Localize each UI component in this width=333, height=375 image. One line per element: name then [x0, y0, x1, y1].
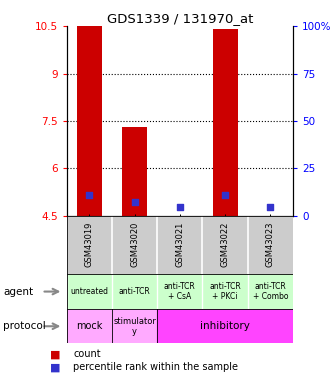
- Bar: [213, 29, 237, 216]
- Text: mock: mock: [76, 321, 103, 331]
- Text: anti-TCR
+ PKCi: anti-TCR + PKCi: [209, 282, 241, 301]
- Text: GSM43023: GSM43023: [266, 222, 275, 267]
- Text: protocol: protocol: [3, 321, 46, 331]
- Text: GSM43020: GSM43020: [130, 222, 139, 267]
- Point: [222, 192, 228, 198]
- Bar: [202, 274, 248, 309]
- Text: count: count: [73, 350, 101, 359]
- Text: ■: ■: [50, 350, 61, 359]
- Text: inhibitory: inhibitory: [200, 321, 250, 331]
- Text: agent: agent: [3, 286, 33, 297]
- Title: GDS1339 / 131970_at: GDS1339 / 131970_at: [107, 12, 253, 25]
- Bar: [248, 216, 293, 274]
- Text: GSM43022: GSM43022: [220, 222, 230, 267]
- Bar: [157, 274, 202, 309]
- Text: stimulator
y: stimulator y: [113, 316, 156, 336]
- Point: [268, 204, 273, 210]
- Text: percentile rank within the sample: percentile rank within the sample: [73, 363, 238, 372]
- Text: untreated: untreated: [70, 287, 108, 296]
- Point: [132, 199, 137, 205]
- Bar: [112, 309, 157, 343]
- Text: GSM43021: GSM43021: [175, 222, 184, 267]
- Text: GSM43019: GSM43019: [85, 222, 94, 267]
- Bar: [112, 216, 157, 274]
- Bar: [67, 216, 112, 274]
- Text: ■: ■: [50, 363, 61, 372]
- Text: anti-TCR
+ Combo: anti-TCR + Combo: [253, 282, 288, 301]
- Bar: [67, 274, 112, 309]
- Bar: [157, 309, 293, 343]
- Bar: [122, 127, 147, 216]
- Point: [177, 204, 182, 210]
- Bar: [77, 26, 102, 216]
- Bar: [202, 216, 248, 274]
- Point: [87, 192, 92, 198]
- Bar: [67, 309, 112, 343]
- Text: anti-TCR
+ CsA: anti-TCR + CsA: [164, 282, 196, 301]
- Bar: [112, 274, 157, 309]
- Text: anti-TCR: anti-TCR: [119, 287, 151, 296]
- Bar: [157, 216, 202, 274]
- Bar: [248, 274, 293, 309]
